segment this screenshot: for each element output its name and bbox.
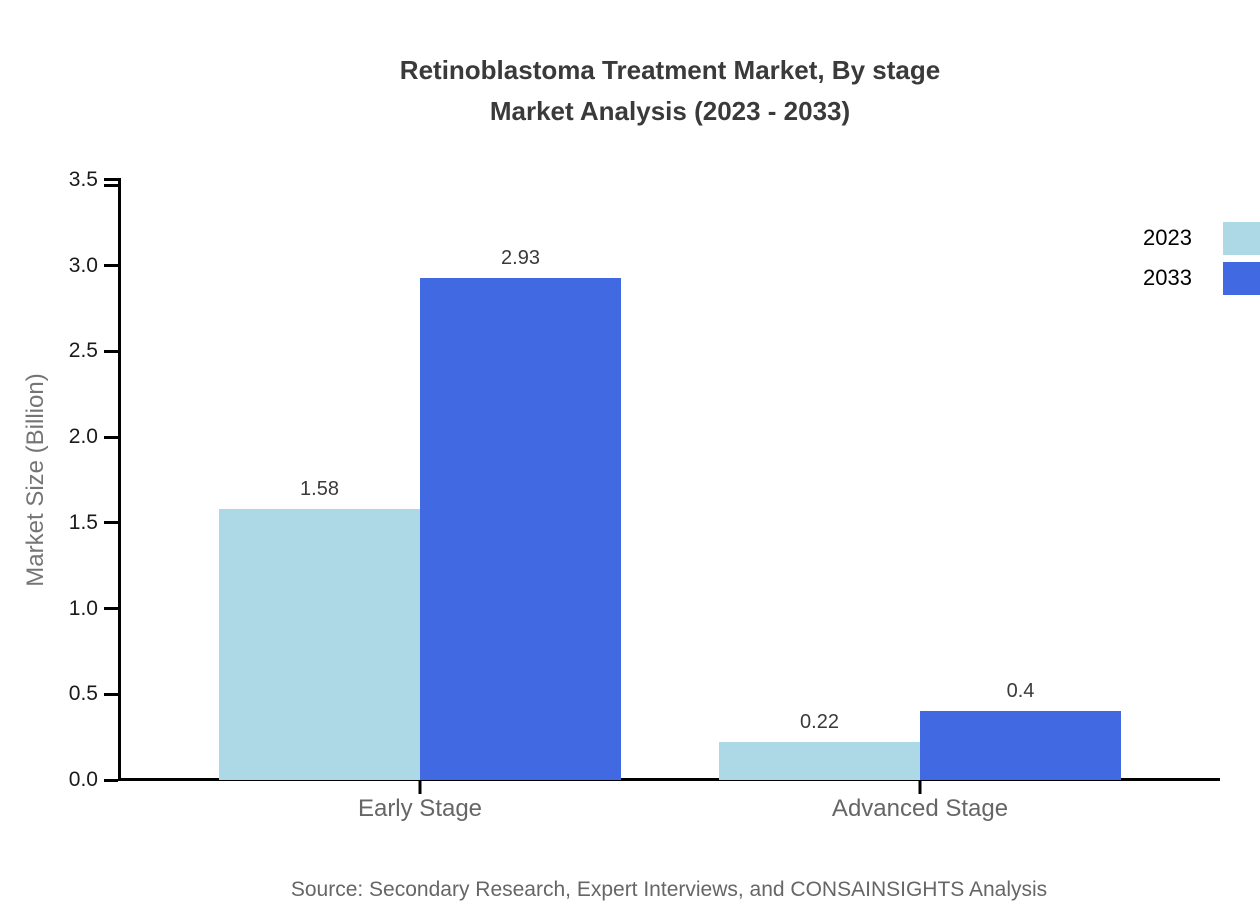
y-tick-label: 0.5 <box>68 682 98 706</box>
y-tick-label: 3.0 <box>68 253 98 277</box>
y-tick-label: 1.5 <box>68 510 98 534</box>
legend-swatch-2033 <box>1223 261 1260 295</box>
bar-2033-advanced-stage <box>920 711 1121 780</box>
y-tick-label: 0.0 <box>68 768 98 791</box>
bar-value-label: 2.93 <box>501 246 540 269</box>
bar-2023-early-stage <box>219 509 420 780</box>
y-axis-spine <box>118 178 121 781</box>
y-tick-mark <box>104 692 118 696</box>
y-tick-label: 1.0 <box>68 596 98 620</box>
y-tick-mark <box>104 264 118 268</box>
x-category-label-early-stage: Early Stage <box>357 795 483 822</box>
legend-row-2033: 2033 <box>1100 258 1260 298</box>
chart-title-line1: Retinoblastoma Treatment Market, By stag… <box>399 55 941 85</box>
y-tick-mark <box>104 184 118 187</box>
y-tick-label: 2.5 <box>68 339 98 363</box>
legend-swatch-2023 <box>1223 221 1260 255</box>
chart-title-line2: Market Analysis (2023 - 2033) <box>489 96 851 126</box>
y-tick-mark <box>104 349 118 353</box>
x-tick-mark <box>418 781 422 794</box>
legend-label-2023: 2023 <box>1143 225 1192 250</box>
y-tick-mark <box>104 778 118 782</box>
bar-2033-early-stage <box>420 277 621 780</box>
bar-value-label: 1.58 <box>300 478 339 501</box>
y-tick-label: 3.5 <box>68 168 98 191</box>
x-tick-mark <box>918 781 922 794</box>
x-axis-spine <box>118 778 1220 781</box>
y-tick-label: 2.0 <box>68 425 98 449</box>
y-tick-mark <box>104 435 118 439</box>
x-category-label-advanced-stage: Advanced Stage <box>831 795 1009 822</box>
legend-row-2023: 2023 <box>1100 218 1260 258</box>
bar-2023-advanced-stage <box>719 742 920 780</box>
y-tick-mark <box>104 521 118 525</box>
chart-title: Retinoblastoma Treatment Market, By stag… <box>220 50 1120 132</box>
bar-value-label: 0.22 <box>800 711 839 734</box>
legend-label-2033: 2033 <box>1143 265 1192 290</box>
bar-value-label: 0.4 <box>1006 680 1035 703</box>
source-note: Source: Secondary Research, Expert Inter… <box>290 878 1048 901</box>
legend: 2023 2033 <box>1100 218 1260 298</box>
y-tick-mark <box>104 607 118 611</box>
y-axis-top-cap <box>104 178 121 181</box>
